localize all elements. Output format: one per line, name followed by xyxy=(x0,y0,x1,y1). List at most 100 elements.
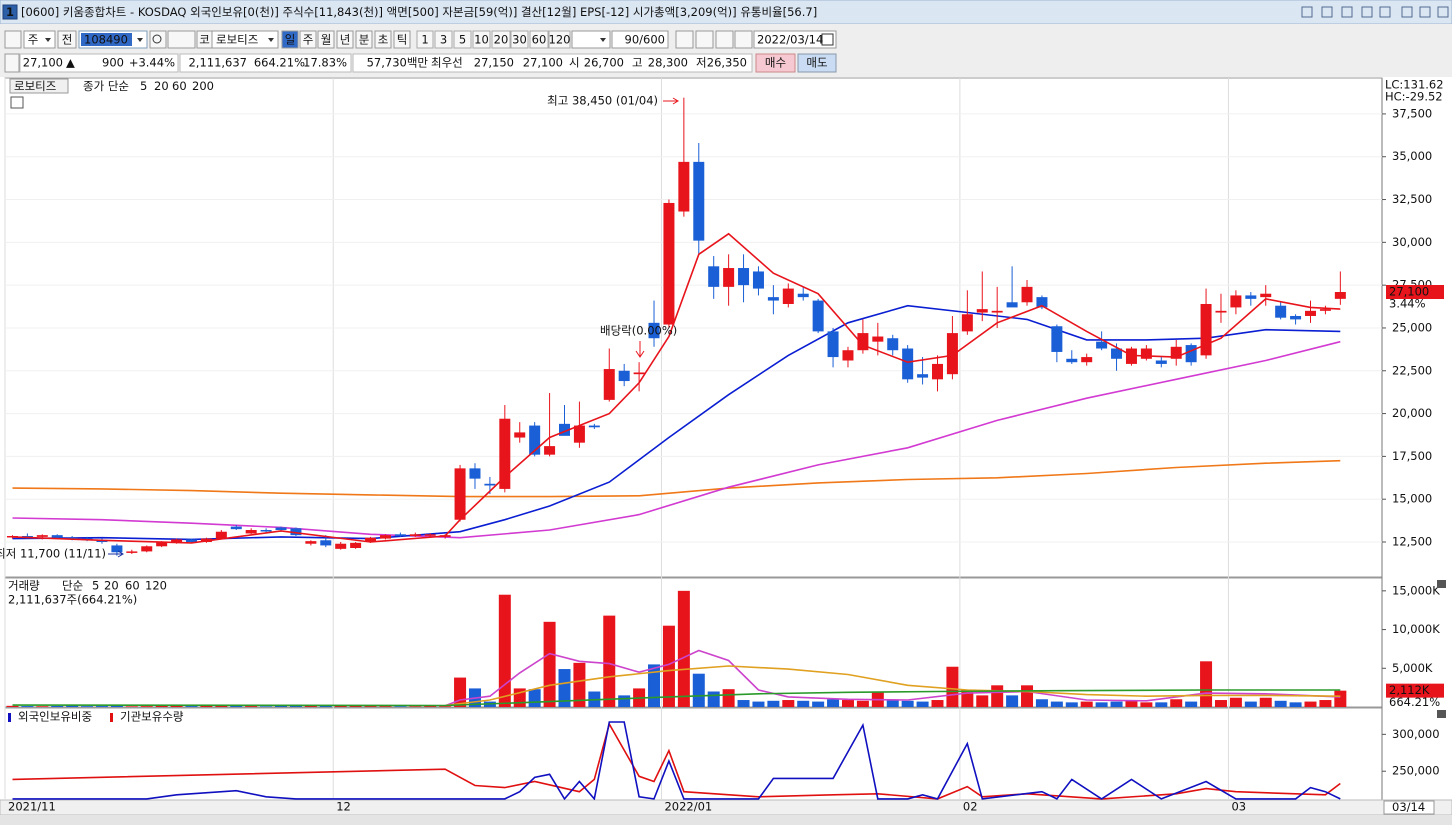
event-note: 배당락(0.00%) xyxy=(600,324,677,338)
title-icon[interactable] xyxy=(1379,6,1391,18)
volume-bar xyxy=(349,705,362,707)
period-button[interactable] xyxy=(374,30,392,49)
volume-bar xyxy=(1185,701,1198,707)
sell-button[interactable] xyxy=(797,53,837,73)
volume-bar xyxy=(1289,702,1302,707)
period-button[interactable] xyxy=(281,30,299,49)
title-icon[interactable] xyxy=(1419,6,1431,18)
ma-line xyxy=(12,459,1341,498)
date-input[interactable] xyxy=(753,30,837,49)
sound-button[interactable] xyxy=(167,30,196,49)
last-volume-box xyxy=(1386,683,1444,698)
legend-entry[interactable]: 200 xyxy=(192,79,214,93)
quote-cell xyxy=(352,53,753,73)
title-icon[interactable] xyxy=(1401,6,1413,18)
market: 코 xyxy=(199,33,210,47)
volume-bar xyxy=(1304,701,1317,707)
period-button[interactable] xyxy=(317,30,335,49)
scope-box[interactable] xyxy=(57,30,77,49)
period-button[interactable] xyxy=(336,30,354,49)
quote-icon[interactable] xyxy=(4,53,20,73)
panel-button[interactable] xyxy=(1437,580,1446,588)
count-button[interactable] xyxy=(472,30,491,49)
legend-entry[interactable]: 20 xyxy=(104,579,119,593)
candle-body xyxy=(350,542,362,548)
candle-body xyxy=(1275,305,1287,318)
count-button[interactable] xyxy=(416,30,434,49)
table-icon[interactable] xyxy=(10,96,24,109)
period-button[interactable] xyxy=(299,30,317,49)
buy-button[interactable] xyxy=(755,53,796,73)
volume-bar xyxy=(782,700,795,707)
volume-bar xyxy=(1200,661,1213,707)
legend-entry[interactable]: 60 xyxy=(172,79,187,93)
quote-arrow: ▲ xyxy=(66,56,75,70)
candle-body xyxy=(767,297,779,301)
count-button-label: 3 xyxy=(440,33,447,47)
count-button[interactable] xyxy=(453,30,472,49)
count: 90/600 xyxy=(625,33,665,47)
search-button[interactable] xyxy=(149,30,167,49)
legend-entry[interactable]: 5 xyxy=(140,79,147,93)
count-button[interactable] xyxy=(434,30,453,49)
candle-body xyxy=(1334,292,1346,299)
count-input[interactable] xyxy=(611,30,669,49)
menu-icon[interactable] xyxy=(4,30,22,49)
title-icon[interactable] xyxy=(1361,6,1373,18)
plot-layer xyxy=(6,97,1346,556)
buy-label[interactable]: 매수 xyxy=(765,56,786,70)
stock-name: 로보티즈 xyxy=(216,33,258,47)
legend-entry[interactable]: 120 xyxy=(145,579,167,593)
period-button[interactable] xyxy=(393,30,411,49)
title-icon[interactable] xyxy=(1341,6,1353,18)
candle-body xyxy=(51,535,63,538)
quote-turnover: 17.83% xyxy=(303,56,347,70)
candle-body xyxy=(887,338,899,351)
y-tick-label: 17,500 xyxy=(1392,449,1432,463)
title-icon[interactable] xyxy=(1321,6,1333,18)
candle-body xyxy=(514,432,526,438)
tool-icon[interactable] xyxy=(675,30,694,49)
ma-line xyxy=(12,232,1341,544)
volume-ma-line xyxy=(444,649,1341,707)
count-button[interactable] xyxy=(529,30,549,49)
legend-entry[interactable]: 외국인보유비중 xyxy=(18,710,92,724)
count-button[interactable] xyxy=(491,30,511,49)
sell-label[interactable]: 매도 xyxy=(806,56,827,70)
legend-entry[interactable]: 5 xyxy=(92,579,99,593)
quote-ask: 27,150 xyxy=(474,56,514,70)
legend-marker xyxy=(8,713,11,722)
volume-bar xyxy=(409,706,422,707)
last-pct: 3.44% xyxy=(1389,297,1426,311)
period-button[interactable] xyxy=(355,30,373,49)
volume-bar xyxy=(1319,700,1332,707)
tool-icon[interactable] xyxy=(734,30,753,49)
volume-bar xyxy=(364,706,377,707)
legend-marker xyxy=(110,713,113,722)
legend-entry[interactable]: 60 xyxy=(125,579,140,593)
legend-entry[interactable]: 20 xyxy=(154,79,169,93)
candle-body xyxy=(111,545,123,553)
calendar-icon[interactable] xyxy=(821,33,834,46)
tool-icon[interactable] xyxy=(715,30,734,49)
y-tick-label: 35,000 xyxy=(1392,149,1432,163)
volume-bar xyxy=(424,706,437,707)
y-tick-label: 20,000 xyxy=(1392,406,1432,420)
quote-cell xyxy=(179,53,352,73)
window-title: [0600] 키움종합차트 - KOSDAQ 외국인보유[0(천)] 주식수[1… xyxy=(21,5,817,19)
panel-button[interactable] xyxy=(1437,710,1446,718)
period-unit-box[interactable] xyxy=(23,30,56,49)
volume-bar xyxy=(230,705,243,707)
candle-body xyxy=(1215,310,1227,313)
title-icon[interactable] xyxy=(1437,6,1449,18)
candle-body xyxy=(230,526,242,530)
quote-volume: 2,111,637 xyxy=(188,56,247,70)
legend-entry[interactable]: 기관보유수량 xyxy=(120,710,184,724)
count-button[interactable] xyxy=(548,30,571,49)
count-dropdown[interactable] xyxy=(571,30,611,49)
quote-change-pct: +3.44% xyxy=(129,56,175,70)
title-icon[interactable] xyxy=(1301,6,1313,18)
tool-icon[interactable] xyxy=(695,30,714,49)
count-button[interactable] xyxy=(510,30,529,49)
name-box[interactable] xyxy=(211,30,279,49)
